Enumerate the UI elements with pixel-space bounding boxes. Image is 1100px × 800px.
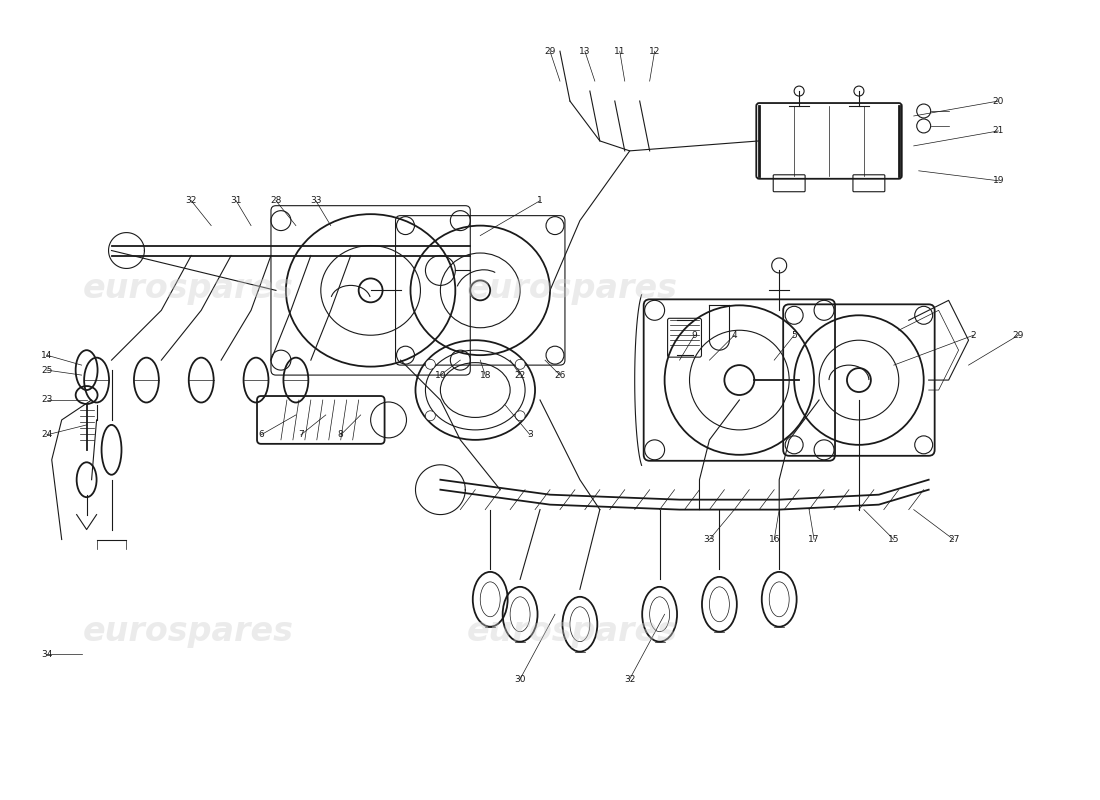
Text: 4: 4 — [732, 330, 737, 340]
Text: 33: 33 — [310, 196, 321, 205]
Circle shape — [515, 410, 525, 421]
Text: 13: 13 — [579, 46, 591, 56]
Text: 29: 29 — [544, 46, 556, 56]
Text: 6: 6 — [258, 430, 264, 439]
Text: 23: 23 — [41, 395, 53, 405]
Text: 22: 22 — [515, 370, 526, 379]
Text: eurospares: eurospares — [82, 272, 294, 305]
Text: 32: 32 — [624, 674, 636, 683]
Text: 30: 30 — [515, 674, 526, 683]
Text: 19: 19 — [992, 176, 1004, 186]
Text: 10: 10 — [434, 370, 447, 379]
Text: 29: 29 — [1013, 330, 1024, 340]
Text: 7: 7 — [298, 430, 304, 439]
Text: 28: 28 — [271, 196, 282, 205]
Text: 2: 2 — [970, 330, 977, 340]
Circle shape — [426, 359, 436, 370]
Text: eurospares: eurospares — [82, 614, 294, 648]
Text: 34: 34 — [41, 650, 53, 658]
Circle shape — [847, 368, 871, 392]
Text: 12: 12 — [649, 46, 660, 56]
Circle shape — [359, 278, 383, 302]
Text: 27: 27 — [948, 535, 959, 544]
Circle shape — [515, 359, 525, 370]
Text: 9: 9 — [692, 330, 697, 340]
Text: 3: 3 — [527, 430, 532, 439]
Text: 18: 18 — [480, 370, 491, 379]
Text: 26: 26 — [554, 370, 565, 379]
Text: 11: 11 — [614, 46, 626, 56]
Text: 5: 5 — [791, 330, 798, 340]
Circle shape — [426, 410, 436, 421]
Text: 24: 24 — [41, 430, 53, 439]
Text: eurospares: eurospares — [466, 272, 678, 305]
Text: 32: 32 — [186, 196, 197, 205]
Text: 8: 8 — [338, 430, 343, 439]
Circle shape — [725, 365, 755, 395]
Text: 16: 16 — [769, 535, 780, 544]
Text: 25: 25 — [41, 366, 53, 374]
Text: 15: 15 — [888, 535, 900, 544]
Text: 33: 33 — [704, 535, 715, 544]
Circle shape — [471, 281, 491, 300]
Text: eurospares: eurospares — [466, 614, 678, 648]
Text: 21: 21 — [993, 126, 1004, 135]
Text: 20: 20 — [993, 97, 1004, 106]
Text: 17: 17 — [808, 535, 820, 544]
Text: 14: 14 — [41, 350, 53, 360]
Text: 31: 31 — [230, 196, 242, 205]
Text: 1: 1 — [537, 196, 543, 205]
